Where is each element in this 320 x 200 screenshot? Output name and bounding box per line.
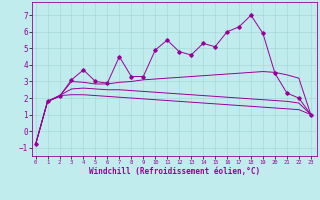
X-axis label: Windchill (Refroidissement éolien,°C): Windchill (Refroidissement éolien,°C): [89, 167, 260, 176]
